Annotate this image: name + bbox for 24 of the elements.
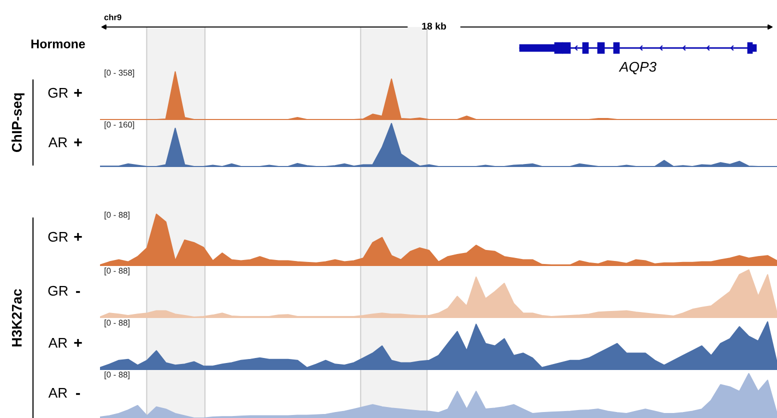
annotation: [0 - 88] (104, 268, 130, 276)
text: H3K27ac (12, 289, 22, 346)
text: AR (48, 388, 67, 398)
text: GR (48, 286, 68, 296)
annotation: [0 - 160] (104, 121, 134, 130)
text: AR (48, 338, 67, 348)
text: + (74, 88, 82, 97)
text: AR (48, 138, 67, 148)
text: GR (48, 88, 68, 98)
text: - (76, 393, 80, 395)
text: + (74, 232, 82, 241)
annotation: AQP3 (618, 62, 656, 74)
annotation: [0 - 88] (104, 320, 130, 328)
text: 18 kb (422, 22, 446, 30)
annotation: [0 - 358] (104, 70, 134, 78)
text: + (74, 338, 82, 347)
text: - (76, 291, 80, 293)
text: Hormone (31, 40, 86, 48)
text: chr9 (104, 14, 122, 20)
annotation: [0 - 88] (104, 371, 130, 380)
text: GR (48, 232, 68, 242)
annotation: [0 - 88] (104, 212, 130, 220)
text: ChIP-seq (12, 93, 24, 152)
text: + (74, 138, 82, 146)
